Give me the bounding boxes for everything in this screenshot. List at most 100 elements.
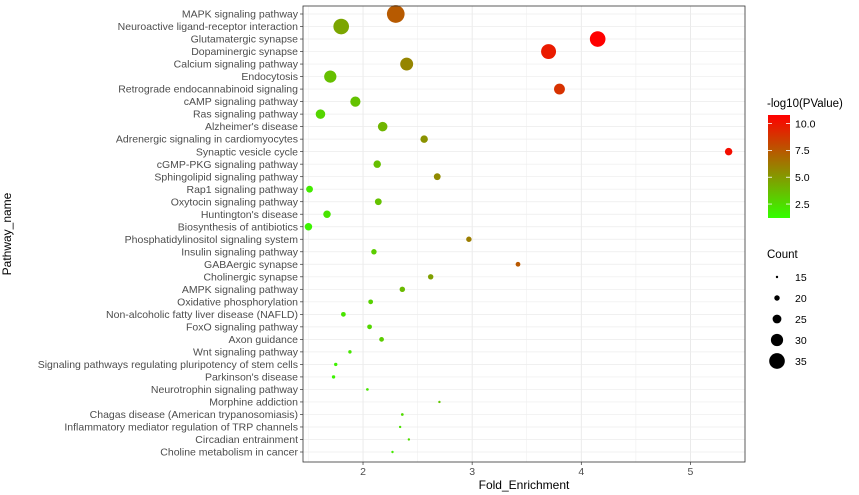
size-legend-dot xyxy=(772,314,782,324)
data-point xyxy=(366,388,369,391)
y-tick-label: Adrenergic signaling in cardiomyocytes xyxy=(116,134,298,146)
data-point xyxy=(324,70,337,83)
y-tick-label: Retrograde endocannabinoid signaling xyxy=(118,84,298,96)
data-point xyxy=(407,438,411,441)
y-tick-label: FoxO signaling pathway xyxy=(186,321,299,333)
color-legend-label: 5.0 xyxy=(795,172,810,184)
y-tick-label: Endocytosis xyxy=(241,71,298,83)
x-axis-title: Fold_Enrichment xyxy=(479,478,570,492)
size-legend-label: 25 xyxy=(795,314,807,326)
data-point xyxy=(427,274,434,280)
grid-lines xyxy=(303,6,745,462)
x-tick-label: 5 xyxy=(688,466,694,478)
y-tick-label: Sphingolipid signaling pathway xyxy=(154,171,298,183)
x-tick-label: 3 xyxy=(469,466,475,478)
y-tick-label: Calcium signaling pathway xyxy=(174,59,299,71)
y-tick-label: Circadian entrainment xyxy=(195,434,298,446)
size-legend-label: 20 xyxy=(795,293,807,305)
data-point xyxy=(306,185,313,193)
data-point xyxy=(373,160,381,168)
data-point xyxy=(334,362,338,367)
size-legend-dot xyxy=(774,295,780,301)
data-point xyxy=(333,18,350,35)
data-point xyxy=(323,210,331,218)
data-point xyxy=(420,135,428,143)
data-point xyxy=(350,96,361,107)
data-point xyxy=(399,286,406,293)
y-tick-label: Axon guidance xyxy=(229,334,299,346)
data-point xyxy=(386,5,405,23)
y-tick-label: Signaling pathways regulating pluripoten… xyxy=(38,359,298,371)
y-tick-label: MAPK signaling pathway xyxy=(182,9,299,21)
size-legend-items: 15 20 25 30 35 xyxy=(769,272,807,369)
y-tick-label: Oxidative phosphorylation xyxy=(177,296,298,308)
y-tick-label: Parkinson's disease xyxy=(205,372,298,384)
y-tick-label: Oxytocin signaling pathway xyxy=(171,196,299,208)
color-legend-label: 7.5 xyxy=(795,145,810,157)
y-tick-label: Rap1 signaling pathway xyxy=(187,184,299,196)
size-legend-label: 35 xyxy=(795,356,807,368)
data-point xyxy=(377,121,388,132)
data-point xyxy=(367,324,372,330)
data-point xyxy=(391,450,394,454)
y-tick-label: Morphine addiction xyxy=(209,397,298,409)
color-legend-label: 10.0 xyxy=(795,118,816,130)
data-point xyxy=(304,223,313,231)
y-tick-label: Huntington's disease xyxy=(201,209,298,221)
data-point xyxy=(379,336,384,342)
data-point xyxy=(398,425,402,429)
y-tick-label: Wnt signaling pathway xyxy=(193,346,299,358)
color-legend-bar xyxy=(768,115,790,218)
size-legend-title: Count xyxy=(767,249,798,261)
y-tick-label: GABAergic synapse xyxy=(204,259,298,271)
y-tick-label: Inflammatory mediator regulation of TRP … xyxy=(64,422,298,434)
y-tick-label: Ras signaling pathway xyxy=(193,109,299,121)
data-point xyxy=(589,31,606,47)
data-point xyxy=(541,44,557,60)
y-tick-label: Alzheimer's disease xyxy=(205,121,298,133)
data-point xyxy=(724,147,733,156)
data-points xyxy=(304,5,733,454)
data-point xyxy=(515,261,521,267)
data-point xyxy=(466,236,472,242)
y-tick-label: Choline metabolism in cancer xyxy=(160,447,298,459)
x-tick-labels: 2 3 4 5 xyxy=(360,462,694,478)
size-legend-label: 30 xyxy=(795,335,807,347)
y-tick-label: Neuroactive ligand-receptor interaction xyxy=(118,21,299,33)
data-point xyxy=(371,249,377,255)
y-tick-label: Phosphatidylinositol signaling system xyxy=(125,234,299,246)
size-legend-dot xyxy=(769,353,785,369)
y-tick-label: Glutamatergic synapse xyxy=(191,34,299,46)
y-tick-label: Dopaminergic synapse xyxy=(191,46,298,58)
data-point xyxy=(315,109,326,119)
data-point xyxy=(554,83,565,95)
y-tick-label: Cholinergic synapse xyxy=(203,271,298,283)
y-axis-title: Pathway_name xyxy=(0,192,14,275)
size-legend: Count 15 20 25 30 35 xyxy=(767,249,807,369)
y-tick-label: Non-alcoholic fatty liver disease (NAFLD… xyxy=(106,309,298,321)
x-tick-label: 4 xyxy=(578,466,584,478)
color-legend-ticks: 2.5 5.0 7.5 10.0 xyxy=(768,118,816,211)
y-tick-label: Insulin signaling pathway xyxy=(181,246,298,258)
color-legend-label: 2.5 xyxy=(795,199,810,211)
y-tick-label: cGMP-PKG signaling pathway xyxy=(157,159,299,171)
y-tick-label: Synaptic vesicle cycle xyxy=(196,146,298,158)
data-point xyxy=(348,350,352,354)
data-point xyxy=(368,299,374,305)
color-legend-title: -log10(PValue) xyxy=(767,98,843,110)
y-tick-label: Chagas disease (American trypanosomiasis… xyxy=(90,409,298,421)
data-point xyxy=(341,311,346,317)
size-legend-label: 15 xyxy=(795,272,807,284)
y-tick-label: cAMP signaling pathway xyxy=(184,96,299,108)
panel-background xyxy=(303,6,745,462)
size-legend-dot xyxy=(770,333,784,347)
data-point xyxy=(438,400,441,404)
y-tick-label: Neurotrophin signaling pathway xyxy=(151,384,299,396)
panel-border xyxy=(302,5,746,463)
data-point xyxy=(400,413,404,416)
data-point xyxy=(374,198,382,206)
data-point xyxy=(331,375,336,379)
data-point xyxy=(433,173,441,181)
